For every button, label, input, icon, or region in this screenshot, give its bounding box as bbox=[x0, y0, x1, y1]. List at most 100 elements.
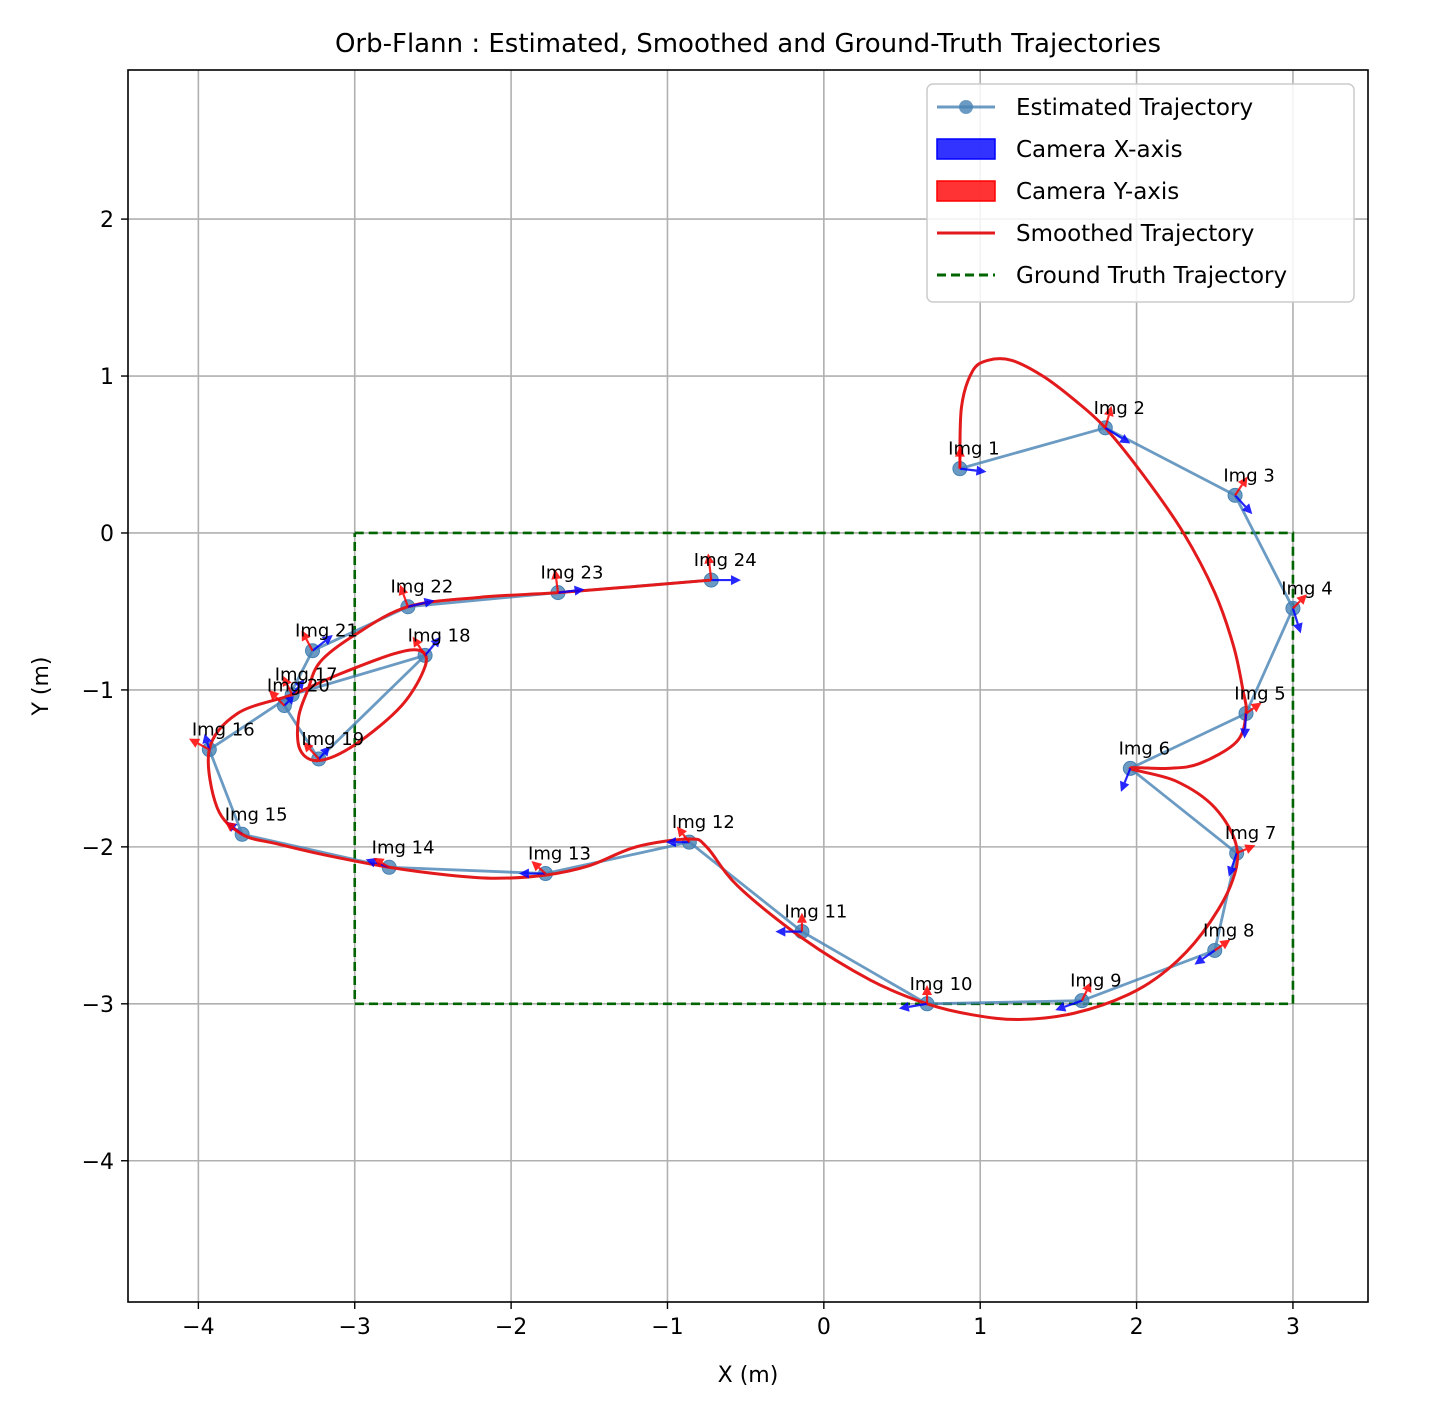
camera-x-arrow-23-head bbox=[574, 585, 585, 596]
image-label-9: Img 9 bbox=[1070, 971, 1121, 992]
camera-y-arrow-2-shaft bbox=[1104, 415, 1110, 429]
legend-item-4: Smoothed Trajectory bbox=[937, 221, 1254, 247]
camera-x-arrow-21-head bbox=[321, 634, 333, 646]
camera-x-arrow-1-shaft bbox=[959, 467, 977, 472]
smoothed-layer bbox=[206, 357, 1248, 1022]
camera-x-arrow-10-shaft bbox=[908, 1002, 928, 1008]
camera-x-arrow-13-head bbox=[518, 868, 529, 879]
image-label-23: Img 23 bbox=[541, 563, 604, 584]
x-tick-label: 1 bbox=[973, 1315, 987, 1340]
legend-label: Camera X-axis bbox=[1016, 137, 1183, 163]
camera-x-arrow-2-head bbox=[1119, 433, 1131, 444]
camera-y-arrow-20-shaft bbox=[275, 696, 286, 707]
camera-y-arrow-4-shaft bbox=[1292, 600, 1301, 610]
estimated-layer bbox=[201, 420, 1301, 1012]
camera-x-arrow-10-head bbox=[898, 1001, 910, 1012]
camera-y-arrow-8-head bbox=[1219, 939, 1231, 950]
camera-y-arrow-13-shaft bbox=[538, 866, 547, 875]
image-label-17: Img 17 bbox=[275, 665, 338, 686]
camera-y-arrow-14-head bbox=[373, 857, 385, 868]
camera-y-arrow-19-shaft bbox=[309, 748, 320, 760]
legend: Estimated Trajectory Camera X-axis Camera … bbox=[926, 83, 1355, 303]
camera-x-arrow-7-shaft bbox=[1230, 852, 1238, 868]
image-label-13: Img 13 bbox=[528, 844, 591, 865]
legend-box bbox=[926, 83, 1355, 303]
camera-x-arrow-3-head bbox=[1241, 503, 1253, 515]
image-label-10: Img 10 bbox=[910, 974, 973, 995]
camera-y-arrow-15-shaft bbox=[232, 826, 243, 836]
camera-x-arrow-17-shaft bbox=[291, 686, 300, 696]
y-tick-label: −1 bbox=[82, 679, 114, 704]
camera-x-arrow-14-head bbox=[365, 857, 377, 868]
x-tick-label: 0 bbox=[817, 1315, 831, 1340]
camera-x-arrow-20-head bbox=[285, 696, 294, 705]
image-label-22: Img 22 bbox=[390, 577, 453, 598]
legend-label: Camera Y-axis bbox=[1016, 179, 1179, 205]
camera-y-arrow-20-head bbox=[268, 689, 280, 701]
image-label-24: Img 24 bbox=[694, 550, 757, 571]
image-label-8: Img 8 bbox=[1203, 920, 1254, 941]
y-axis-label: Y (m) bbox=[29, 656, 54, 716]
camera-x-arrow-8-head bbox=[1194, 954, 1206, 965]
camera-y-arrow-3-head bbox=[1237, 476, 1248, 488]
camera-y-arrow-14-shaft bbox=[381, 862, 390, 869]
camera-y-arrow-9-shaft bbox=[1080, 990, 1088, 1002]
image-labels-layer: Img 1 Img 2 Img 3 Img 4 Img 5 Img 6 Img 7 Img 8… bbox=[192, 398, 1333, 995]
image-label-20: Img 20 bbox=[267, 676, 330, 697]
camera-y-arrow-10-head bbox=[922, 984, 933, 995]
y-tick-label: 1 bbox=[100, 365, 114, 390]
legend-item-2: Camera X-axis bbox=[936, 137, 1183, 163]
camera-x-arrow-3-shaft bbox=[1234, 494, 1247, 508]
legend-label: Estimated Trajectory bbox=[1016, 95, 1253, 121]
legend-item-1: Estimated Trajectory bbox=[937, 95, 1253, 121]
plot-frame bbox=[127, 69, 1369, 1303]
camera-y-arrow-1-head bbox=[954, 446, 965, 457]
plot-area: Img 1 Img 2 Img 3 Img 4 Img 5 Img 6 Img 7 Img 8… bbox=[188, 357, 1333, 1022]
y-tick-label: −3 bbox=[82, 993, 114, 1018]
camera-x-arrow-19-shaft bbox=[317, 752, 325, 760]
legend-label: Smoothed Trajectory bbox=[1016, 221, 1254, 247]
camera-y-arrow-4-head bbox=[1296, 594, 1308, 605]
x-tick-label: −4 bbox=[182, 1315, 214, 1340]
image-label-11: Img 11 bbox=[784, 902, 847, 923]
image-label-4: Img 4 bbox=[1281, 578, 1332, 599]
camera-x-arrow-6-head bbox=[1119, 780, 1130, 792]
camera-y-arrow-19-head bbox=[303, 741, 314, 753]
camera-y-arrow-21-head bbox=[301, 630, 311, 642]
camera-y-arrow-12-shaft bbox=[682, 833, 691, 843]
image-label-2: Img 2 bbox=[1094, 398, 1145, 419]
camera-x-arrow-5-shaft bbox=[1243, 713, 1248, 729]
camera-y-arrow-5-head bbox=[1250, 702, 1262, 713]
x-axis-label: X (m) bbox=[718, 1363, 779, 1388]
legend-swatch-patch bbox=[936, 138, 996, 160]
camera-y-arrow-13-head bbox=[531, 860, 543, 872]
smoothed-trajectory-line bbox=[206, 357, 1248, 1022]
camera-y-arrow-7-shaft bbox=[1236, 848, 1247, 855]
camera-x-arrow-19-head bbox=[319, 746, 330, 757]
camera-x-arrow-8-shaft bbox=[1202, 949, 1216, 960]
camera-x-arrow-18-head bbox=[430, 636, 441, 648]
image-label-3: Img 3 bbox=[1223, 465, 1274, 486]
camera-y-arrow-15-head bbox=[224, 821, 236, 832]
camera-y-arrow-17-shaft bbox=[286, 684, 294, 696]
camera-x-arrow-5-head bbox=[1240, 728, 1251, 739]
camera-y-arrow-24-shaft bbox=[708, 563, 713, 581]
camera-y-arrow-7-head bbox=[1244, 844, 1256, 854]
camera-y-arrow-24-head bbox=[704, 553, 715, 564]
camera-x-arrow-24-head bbox=[730, 575, 741, 586]
camera-x-arrow-23-shaft bbox=[557, 589, 575, 594]
camera-y-arrow-8-shaft bbox=[1214, 944, 1223, 952]
x-tick-label: −2 bbox=[495, 1315, 527, 1340]
camera-x-arrow-21-shaft bbox=[311, 640, 326, 652]
camera-y-arrow-18-shaft bbox=[417, 644, 427, 657]
camera-x-arrow-12-head bbox=[665, 837, 676, 848]
image-label-14: Img 14 bbox=[372, 837, 435, 858]
camera-y-arrow-21-shaft bbox=[305, 638, 314, 652]
image-label-16: Img 16 bbox=[192, 720, 255, 741]
image-label-15: Img 15 bbox=[225, 804, 288, 825]
x-tick-label: 2 bbox=[1130, 1315, 1144, 1340]
camera-x-arrow-9-head bbox=[1055, 1002, 1067, 1012]
camera-x-arrow-4-shaft bbox=[1291, 607, 1299, 625]
camera-x-arrow-16-head bbox=[202, 733, 212, 744]
